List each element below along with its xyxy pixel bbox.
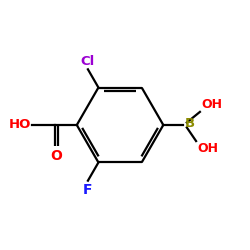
Text: Cl: Cl bbox=[81, 55, 95, 68]
Text: OH: OH bbox=[197, 142, 218, 155]
Text: HO: HO bbox=[9, 118, 31, 132]
Text: F: F bbox=[83, 183, 93, 197]
Text: OH: OH bbox=[201, 98, 222, 111]
Text: O: O bbox=[50, 149, 62, 163]
Text: B: B bbox=[185, 117, 195, 130]
